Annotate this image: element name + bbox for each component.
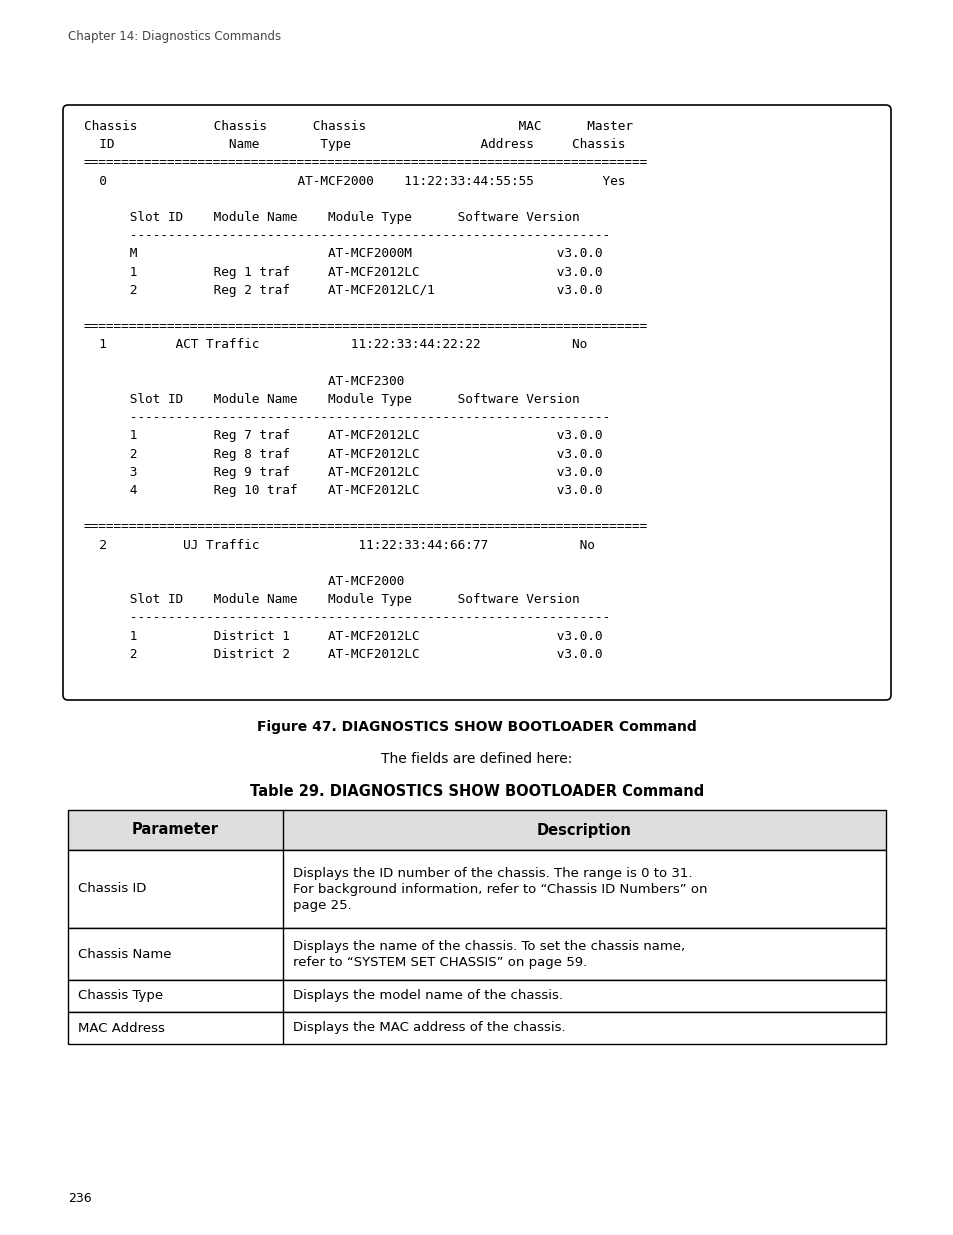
Text: The fields are defined here:: The fields are defined here: — [381, 752, 572, 766]
Text: Table 29. DIAGNOSTICS SHOW BOOTLOADER Command: Table 29. DIAGNOSTICS SHOW BOOTLOADER Co… — [250, 784, 703, 799]
Text: Chassis Type: Chassis Type — [78, 989, 163, 1003]
Text: page 25.: page 25. — [293, 899, 352, 911]
Text: Displays the model name of the chassis.: Displays the model name of the chassis. — [293, 989, 562, 1003]
Bar — [68, 981, 885, 1011]
Text: Chassis Name: Chassis Name — [78, 947, 172, 961]
Text: Parameter: Parameter — [132, 823, 219, 837]
Bar — [68, 927, 885, 981]
Text: Figure 47. DIAGNOSTICS SHOW BOOTLOADER Command: Figure 47. DIAGNOSTICS SHOW BOOTLOADER C… — [257, 720, 696, 734]
Text: Displays the name of the chassis. To set the chassis name,: Displays the name of the chassis. To set… — [293, 940, 684, 953]
Text: Chassis          Chassis      Chassis                    MAC      Master
  ID   : Chassis Chassis Chassis MAC Master ID — [84, 120, 648, 661]
Text: refer to “SYSTEM SET CHASSIS” on page 59.: refer to “SYSTEM SET CHASSIS” on page 59… — [293, 956, 587, 969]
Text: Chassis ID: Chassis ID — [78, 883, 146, 895]
Text: Displays the ID number of the chassis. The range is 0 to 31.: Displays the ID number of the chassis. T… — [293, 867, 692, 881]
Bar — [68, 1011, 885, 1044]
Text: For background information, refer to “Chassis ID Numbers” on: For background information, refer to “Ch… — [293, 883, 707, 897]
Text: MAC Address: MAC Address — [78, 1021, 165, 1035]
FancyBboxPatch shape — [63, 105, 890, 700]
Bar — [68, 810, 885, 850]
Text: Chapter 14: Diagnostics Commands: Chapter 14: Diagnostics Commands — [68, 30, 281, 43]
Text: Displays the MAC address of the chassis.: Displays the MAC address of the chassis. — [293, 1021, 565, 1035]
Text: 236: 236 — [68, 1192, 91, 1205]
Bar — [68, 850, 885, 927]
Text: Description: Description — [537, 823, 631, 837]
